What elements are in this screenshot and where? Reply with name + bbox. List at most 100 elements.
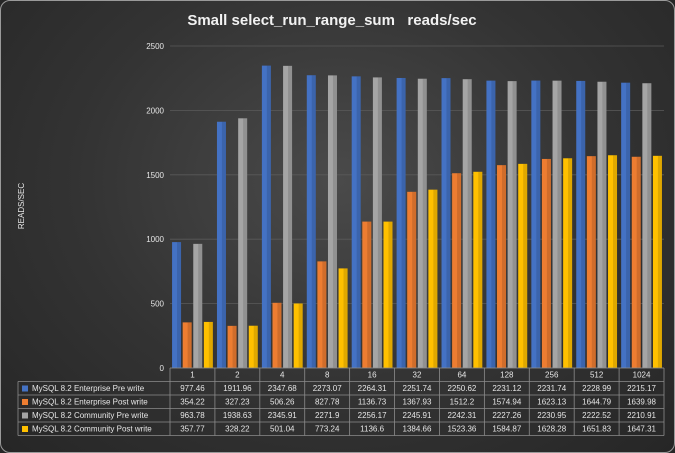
data-label: 2242.31 [447,411,476,420]
bar-shade [446,78,451,368]
legend-label: MySQL 8.2 Community Post write [32,425,152,434]
y-axis-label: READS/SEC [17,183,26,229]
x-tick-label: 4 [280,371,285,380]
bar-shade [602,81,607,368]
data-label: 2345.91 [268,411,297,420]
bar-shade [208,321,213,368]
x-tick-label: 512 [590,371,604,380]
data-label: 2228.99 [582,384,611,393]
data-label: 2231.74 [537,384,566,393]
data-label: 1574.94 [492,398,521,407]
bar [407,191,417,368]
bar-shade [546,158,551,368]
bar-shade [467,79,472,368]
bar [261,65,271,369]
data-label: 1384.66 [403,425,432,434]
data-label: 2251.74 [403,384,432,393]
bar [518,163,528,368]
bar-shade [412,191,417,368]
bar [172,242,182,368]
y-tick-label: 2000 [146,106,164,115]
bar-shade [266,65,271,369]
x-tick-label: 8 [325,371,330,380]
y-tick-label: 0 [160,364,165,373]
data-label: 2245.91 [403,411,432,420]
bar [531,80,541,369]
data-label: 2230.95 [537,411,566,420]
bar-shade [557,80,562,369]
bar [473,171,483,368]
y-axis-ticks: 0 500 1000 1500 2000 2500 [146,42,164,373]
bar [351,76,361,368]
x-tick-label: 128 [500,371,514,380]
bar-shade [253,325,258,368]
bar [383,221,393,368]
data-label: 1628.28 [537,425,566,434]
legend-label: MySQL 8.2 Enterprise Pre write [32,384,145,393]
data-label: 1639.98 [627,398,656,407]
data-label: 2222.52 [582,411,611,420]
data-label: 2347.68 [268,384,297,393]
bar [631,156,641,368]
bar-shade [457,173,462,368]
data-label: 1938.63 [223,411,252,420]
bar [317,261,327,368]
data-label: 773.24 [315,425,340,434]
bar-shade [626,82,631,369]
x-tick-label: 64 [457,371,466,380]
bar [203,321,213,368]
data-label: 977.46 [180,384,205,393]
data-label: 1647.31 [627,425,656,434]
bar-shade [377,77,382,368]
x-tick-label: 2 [235,371,240,380]
bar-shade [647,83,652,368]
bar [327,75,337,369]
bar [642,83,652,368]
bar [621,82,631,369]
bar [272,302,282,368]
data-label: 357.77 [180,425,205,434]
bar [283,65,293,368]
bar-shade [612,155,618,368]
data-label: 2215.17 [627,384,656,393]
data-label: 963.78 [180,411,205,420]
bar [338,268,348,368]
bar-shade [187,322,192,368]
data-label: 827.78 [315,398,340,407]
data-label: 1623.13 [537,398,566,407]
y-tick-label: 1500 [146,171,164,180]
data-table: 1 2 4 8 16 32 64 128 256 512 1024 MySQL 8.2 Enterpr… [17,367,665,436]
bar [372,77,382,368]
data-label: 2264.31 [358,384,387,393]
bar-shade [568,158,573,368]
bar-shade [501,165,507,368]
data-label: 1584.87 [492,425,521,434]
data-label: 1644.79 [582,398,611,407]
bar [608,155,618,368]
x-tick-label: 1 [190,371,195,380]
bar-shade [512,81,517,369]
data-label: 506.26 [270,398,295,407]
y-tick-label: 2500 [146,42,164,51]
y-tick-label: 1000 [146,235,164,244]
bar-shade [581,80,586,368]
data-label: 1136.73 [358,398,387,407]
bar-shade [636,156,641,368]
bar [462,79,472,368]
bar [441,78,451,368]
bar-shade [367,221,372,368]
bar [563,158,573,368]
bar-shade [422,78,427,368]
data-label: 1523.36 [447,425,476,434]
bar-shade [536,80,541,369]
bar-shade [288,65,293,368]
bar-shade [177,242,182,368]
legend-swatch [22,412,28,419]
data-label: 1651.83 [582,425,611,434]
legend-label: MySQL 8.2 Community Pre write [32,411,149,420]
data-label: 2256.17 [358,411,387,420]
data-label: 327.23 [225,398,250,407]
bar-shade [388,221,393,368]
x-tick-label: 16 [368,371,377,380]
